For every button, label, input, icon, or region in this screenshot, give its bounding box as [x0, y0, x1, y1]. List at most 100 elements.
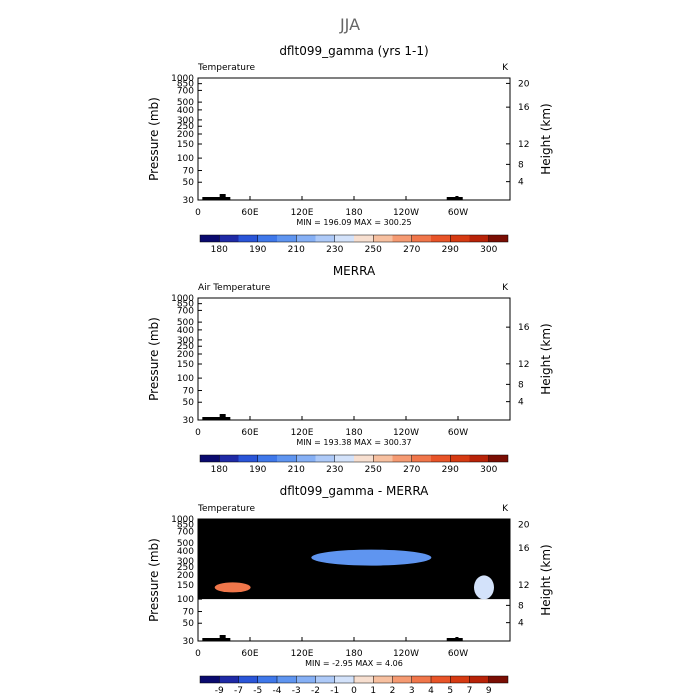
x-tick-label: 0	[195, 649, 201, 659]
y2-tick-label: 20	[518, 79, 530, 89]
y-tick-label: 200	[177, 130, 194, 140]
units-label: K	[502, 283, 509, 293]
y2-tick-label: 8	[518, 380, 524, 390]
y2-tick-label: 12	[518, 140, 529, 150]
y-axis-title: Pressure (mb)	[147, 317, 161, 401]
colorbar-swatch	[200, 235, 220, 242]
colorbar-swatch	[277, 676, 297, 683]
colorbar-label: 210	[288, 245, 305, 255]
y-tick-label: 1000	[171, 515, 194, 525]
terrain-mark	[446, 197, 463, 200]
x-tick-label: 120W	[393, 208, 419, 218]
terrain-mark	[455, 196, 459, 200]
y-tick-label: 700	[177, 86, 194, 96]
colorbar-swatch	[296, 676, 316, 683]
colorbar-swatch	[219, 455, 239, 462]
x-tick-label: 60W	[448, 649, 468, 659]
y-tick-label: 70	[183, 167, 195, 177]
units-label: K	[502, 63, 509, 73]
y-tick-label: 300	[177, 557, 194, 567]
colorbar-label: 290	[442, 245, 459, 255]
colorbar-label: 210	[288, 465, 305, 475]
colorbar-label: 230	[326, 465, 343, 475]
colorbar-label: 300	[480, 245, 497, 255]
colorbar-swatch	[334, 676, 354, 683]
y2-tick-label: 16	[518, 544, 530, 554]
x-tick-label: 120E	[291, 649, 314, 659]
y-tick-label: 400	[177, 326, 194, 336]
colorbar-swatch	[334, 235, 354, 242]
colorbar-swatch	[219, 235, 239, 242]
colorbar-swatch	[392, 235, 412, 242]
colorbar-swatch	[488, 235, 508, 242]
anomaly-patch	[474, 575, 494, 600]
colorbar-swatch	[296, 455, 316, 462]
colorbar-swatch	[373, 455, 393, 462]
y-tick-label: 1000	[171, 294, 194, 304]
colorbar-swatch	[200, 455, 220, 462]
colorbar-swatch	[450, 235, 470, 242]
y-tick-label: 400	[177, 547, 194, 557]
colorbar-label: 190	[249, 465, 266, 475]
colorbar-label: 180	[211, 245, 228, 255]
colorbar-swatch	[315, 676, 335, 683]
colorbar-swatch	[354, 676, 374, 683]
y-tick-label: 700	[177, 527, 194, 537]
colorbar-label: 230	[326, 245, 343, 255]
units-label: K	[502, 504, 509, 514]
y-tick-label: 1000	[171, 74, 194, 84]
panel-1: dflt099_gamma (yrs 1-1)Temperature K30507…	[147, 44, 553, 255]
y-tick-label: 150	[177, 360, 194, 370]
colorbar-swatch	[488, 676, 508, 683]
y2-tick-label: 8	[518, 160, 524, 170]
variable-label: Air Temperature	[198, 283, 271, 293]
y-tick-label: 700	[177, 306, 194, 316]
y-tick-label: 30	[183, 637, 195, 647]
y-tick-label: 500	[177, 539, 194, 549]
plot-area	[198, 78, 510, 200]
x-tick-label: 0	[195, 428, 201, 438]
x-tick-label: 180	[345, 649, 362, 659]
y-tick-label: 850	[177, 521, 194, 531]
y-tick-label: 400	[177, 106, 194, 116]
plot-area	[198, 298, 510, 420]
y-tick-label: 250	[177, 563, 194, 573]
colorbar-swatch	[277, 235, 297, 242]
colorbar-swatch	[257, 455, 277, 462]
y-axis-title: Pressure (mb)	[147, 538, 161, 622]
cold-anomaly	[311, 549, 432, 566]
colorbar-swatch	[354, 235, 374, 242]
colorbar-label: 300	[480, 465, 497, 475]
colorbar-swatch	[257, 235, 277, 242]
y-tick-label: 100	[177, 154, 194, 164]
colorbar-label: 270	[403, 245, 420, 255]
stats-label: MIN = 193.38 MAX = 300.37	[296, 438, 411, 447]
colorbar-label: 270	[403, 465, 420, 475]
colorbar-swatch	[431, 455, 451, 462]
y-tick-label: 100	[177, 374, 194, 384]
y-tick-label: 250	[177, 122, 194, 132]
y2-tick-label: 16	[518, 103, 530, 113]
colorbar-frame	[199, 234, 509, 243]
colorbar-swatch	[296, 235, 316, 242]
x-tick-label: 60E	[241, 208, 258, 218]
y2-tick-label: 16	[518, 323, 530, 333]
terrain-mark	[202, 197, 231, 200]
colorbar-swatch	[431, 676, 451, 683]
colorbar-swatch	[450, 455, 470, 462]
terrain-mark	[446, 638, 463, 641]
y2-tick-label: 12	[518, 360, 529, 370]
colorbar-label: 290	[442, 465, 459, 475]
colorbar-label: 0	[351, 686, 357, 696]
colorbar-swatch	[411, 235, 431, 242]
y2-tick-label: 4	[518, 178, 524, 188]
colorbar-label: -7	[234, 686, 243, 696]
y2-tick-label: 12	[518, 581, 529, 591]
y2-tick-label: 8	[518, 601, 524, 611]
figure-title: JJA	[339, 15, 360, 34]
colorbar-label: -1	[330, 686, 339, 696]
colorbar-swatch	[238, 235, 258, 242]
x-tick-label: 120W	[393, 649, 419, 659]
